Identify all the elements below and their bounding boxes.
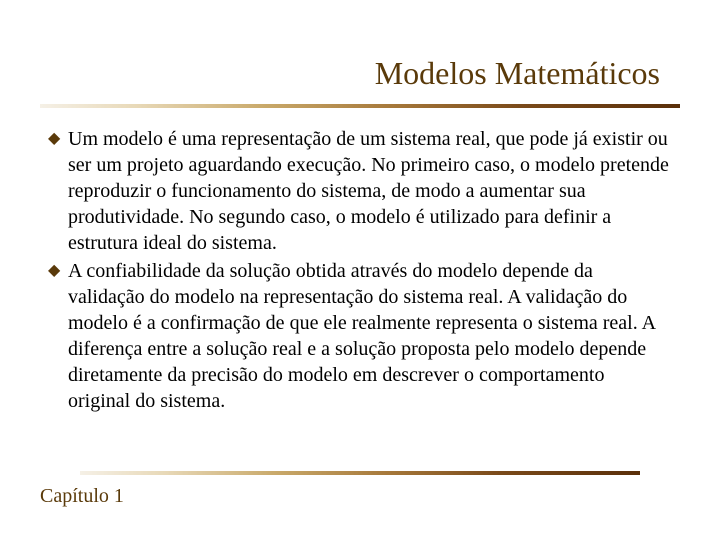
diamond-bullet-icon: ◆	[48, 126, 68, 152]
footer-text: Capítulo 1	[40, 485, 680, 508]
slide-body: ◆ Um modelo é uma representação de um si…	[0, 108, 720, 414]
divider-bottom	[80, 471, 640, 475]
slide-footer: Capítulo 1	[40, 471, 680, 508]
diamond-bullet-icon: ◆	[48, 258, 68, 284]
bullet-item: ◆ Um modelo é uma representação de um si…	[48, 126, 670, 256]
slide-container: Modelos Matemáticos ◆ Um modelo é uma re…	[0, 0, 720, 540]
bullet-text: A confiabilidade da solução obtida atrav…	[68, 258, 670, 414]
slide-title: Modelos Matemáticos	[0, 0, 720, 104]
bullet-item: ◆ A confiabilidade da solução obtida atr…	[48, 258, 670, 414]
bullet-text: Um modelo é uma representação de um sist…	[68, 126, 670, 256]
